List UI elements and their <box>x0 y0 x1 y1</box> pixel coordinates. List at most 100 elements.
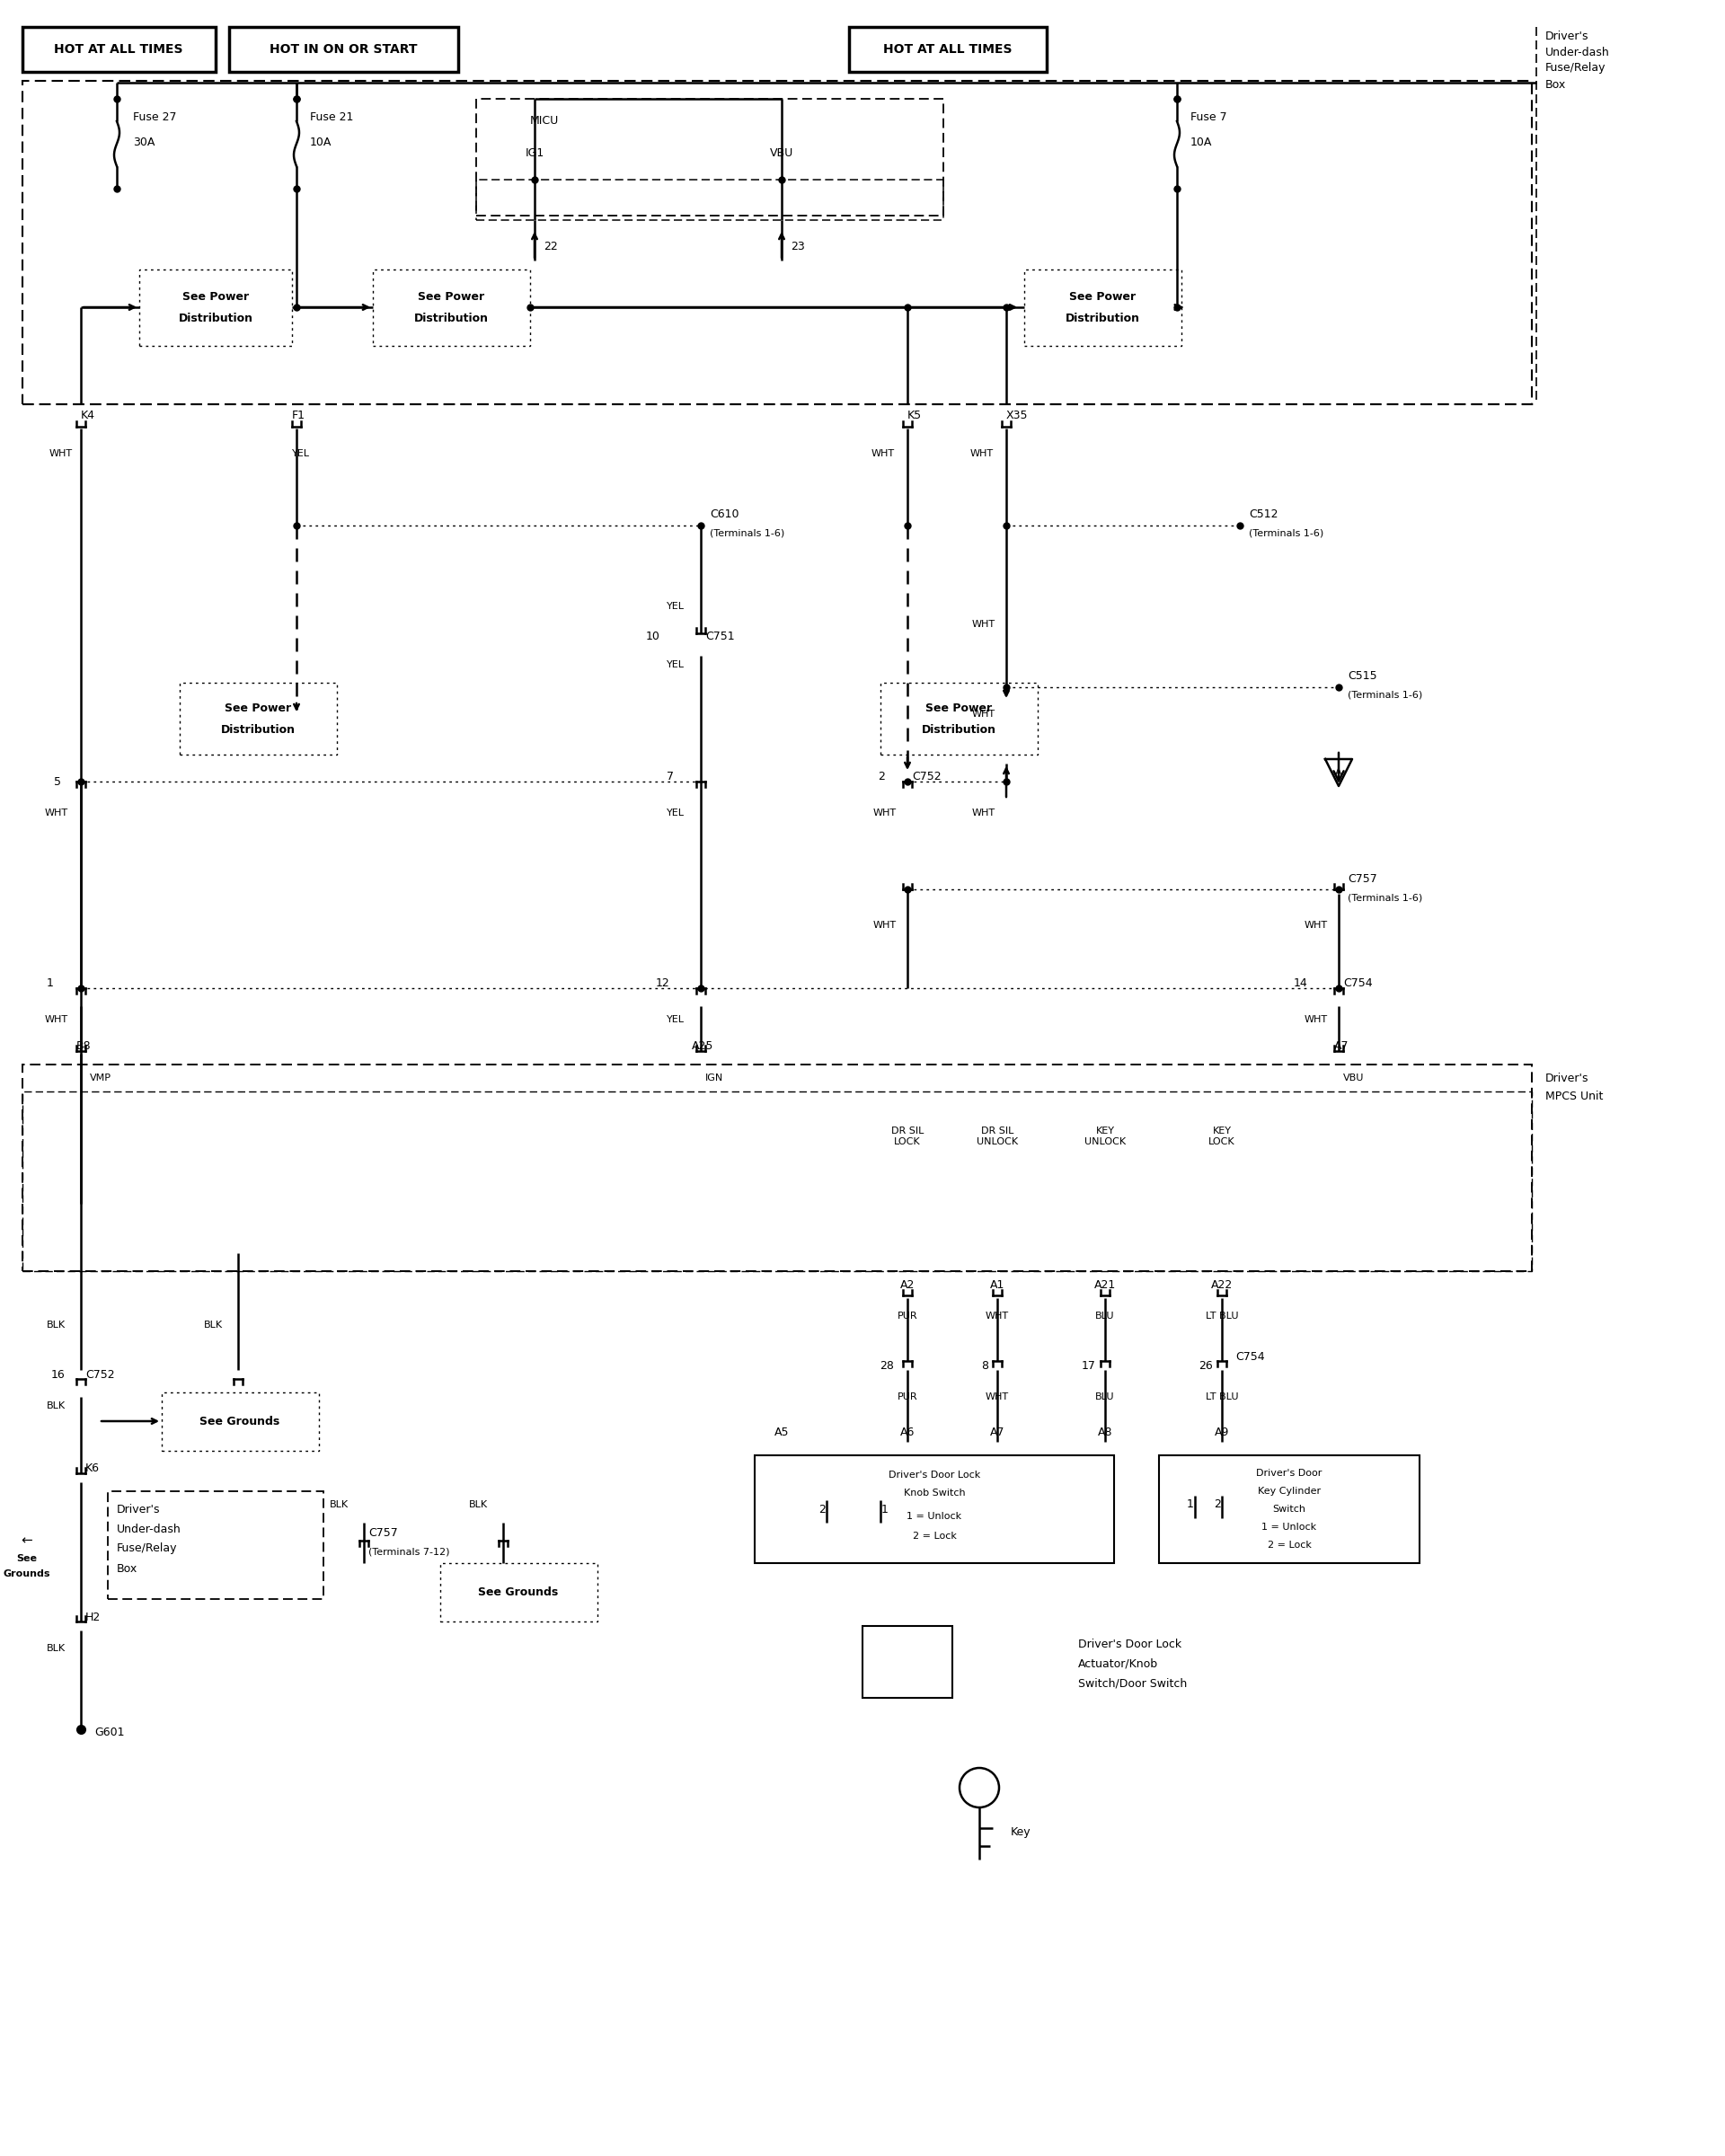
Text: 30A: 30A <box>133 136 155 149</box>
Text: MICU: MICU <box>530 116 559 127</box>
Bar <box>22 80 1532 405</box>
Bar <box>880 683 1038 755</box>
Text: K5: K5 <box>907 410 921 423</box>
Bar <box>476 99 944 216</box>
Text: K6: K6 <box>85 1464 100 1475</box>
Text: (Terminals 1-6): (Terminals 1-6) <box>1347 895 1423 903</box>
Text: A25: A25 <box>692 1041 714 1052</box>
Text: VMP: VMP <box>90 1074 112 1082</box>
Text: Distribution: Distribution <box>414 313 488 326</box>
Text: 28: 28 <box>880 1360 894 1371</box>
Text: Driver's Door: Driver's Door <box>1256 1468 1323 1477</box>
Bar <box>140 270 292 345</box>
Text: Key: Key <box>1011 1826 1032 1839</box>
Text: Box: Box <box>1546 78 1566 91</box>
Text: 26: 26 <box>1199 1360 1213 1371</box>
Text: YEL: YEL <box>666 660 685 668</box>
Text: (Terminals 1-6): (Terminals 1-6) <box>1249 528 1323 537</box>
Bar <box>862 1626 952 1699</box>
Text: 17: 17 <box>1082 1360 1095 1371</box>
Text: A7: A7 <box>990 1427 1004 1438</box>
Text: A7: A7 <box>1333 1041 1349 1052</box>
Text: WHT: WHT <box>45 808 69 817</box>
Bar <box>229 26 459 71</box>
Text: LT BLU: LT BLU <box>1206 1393 1239 1401</box>
Text: WHT: WHT <box>871 448 895 457</box>
Text: MPCS Unit: MPCS Unit <box>1546 1091 1603 1102</box>
Text: A8: A8 <box>1097 1427 1113 1438</box>
Text: WHT: WHT <box>973 621 995 630</box>
Text: Key Cylinder: Key Cylinder <box>1258 1488 1321 1496</box>
Text: 10: 10 <box>647 630 661 642</box>
Text: DR SIL
LOCK: DR SIL LOCK <box>892 1128 925 1147</box>
Text: (Terminals 1-6): (Terminals 1-6) <box>1347 690 1423 699</box>
Text: C754: C754 <box>1344 979 1373 990</box>
Text: 12: 12 <box>656 979 669 990</box>
Text: C754: C754 <box>1235 1350 1264 1363</box>
Text: 8: 8 <box>982 1360 988 1371</box>
Text: WHT: WHT <box>985 1311 1009 1319</box>
Text: G601: G601 <box>95 1727 124 1738</box>
Text: A21: A21 <box>1094 1279 1116 1291</box>
Text: KEY
UNLOCK: KEY UNLOCK <box>1085 1128 1126 1147</box>
Text: WHT: WHT <box>45 1015 69 1024</box>
Text: Under-dash: Under-dash <box>117 1522 181 1535</box>
Text: Switch: Switch <box>1273 1505 1306 1514</box>
Text: LT BLU: LT BLU <box>1206 1311 1239 1319</box>
Text: PUR: PUR <box>897 1311 918 1319</box>
Text: VBU: VBU <box>1344 1074 1364 1082</box>
Text: 1: 1 <box>1187 1498 1194 1511</box>
Text: A: A <box>1335 768 1342 776</box>
Bar <box>849 26 1047 71</box>
Text: 2: 2 <box>878 772 885 783</box>
Text: 2 = Lock: 2 = Lock <box>913 1531 956 1542</box>
Text: Under-dash: Under-dash <box>1546 45 1609 58</box>
Text: Switch/Door Switch: Switch/Door Switch <box>1078 1677 1187 1690</box>
Text: YEL: YEL <box>666 1015 685 1024</box>
Text: BLU: BLU <box>1095 1311 1114 1319</box>
Text: YEL: YEL <box>666 602 685 610</box>
Text: VBU: VBU <box>769 147 794 160</box>
Text: 2 = Lock: 2 = Lock <box>1268 1542 1311 1550</box>
Text: 7: 7 <box>666 772 674 783</box>
Text: K4: K4 <box>81 410 95 423</box>
Bar <box>22 1091 1532 1272</box>
Text: 10A: 10A <box>1190 136 1213 149</box>
Text: BLK: BLK <box>329 1501 348 1509</box>
Bar <box>756 1455 1114 1563</box>
Text: See Power: See Power <box>183 291 248 302</box>
Text: BLU: BLU <box>1095 1393 1114 1401</box>
Text: 1 = Unlock: 1 = Unlock <box>1261 1522 1316 1531</box>
Text: 1: 1 <box>881 1503 888 1516</box>
Text: WHT: WHT <box>50 448 72 457</box>
Text: C752: C752 <box>913 772 942 783</box>
Text: Driver's: Driver's <box>1546 30 1589 41</box>
Text: BLK: BLK <box>47 1319 66 1330</box>
Text: IG1: IG1 <box>524 147 543 160</box>
Text: WHT: WHT <box>985 1393 1009 1401</box>
Bar <box>162 1393 319 1451</box>
Text: A5: A5 <box>775 1427 788 1438</box>
Text: X35: X35 <box>1006 410 1028 423</box>
Text: BLK: BLK <box>47 1401 66 1410</box>
Text: C610: C610 <box>709 509 738 520</box>
Text: Distribution: Distribution <box>1064 313 1140 326</box>
Text: Driver's: Driver's <box>1546 1072 1589 1084</box>
Text: A22: A22 <box>1211 1279 1233 1291</box>
Text: BLK: BLK <box>469 1501 488 1509</box>
Bar <box>440 1563 597 1621</box>
Text: WHT: WHT <box>873 808 897 817</box>
Text: Actuator/Knob: Actuator/Knob <box>1078 1658 1157 1669</box>
Text: C512: C512 <box>1249 509 1278 520</box>
Text: Fuse 7: Fuse 7 <box>1190 110 1226 123</box>
Text: KEY
LOCK: KEY LOCK <box>1209 1128 1235 1147</box>
Text: HOT IN ON OR START: HOT IN ON OR START <box>269 43 417 56</box>
Text: WHT: WHT <box>969 448 994 457</box>
Text: WHT: WHT <box>1304 921 1328 929</box>
Text: 1: 1 <box>47 979 53 990</box>
Text: Driver's: Driver's <box>117 1503 160 1516</box>
Text: 1 = Unlock: 1 = Unlock <box>907 1511 963 1520</box>
Bar <box>179 683 336 755</box>
Text: 2: 2 <box>819 1503 826 1516</box>
Text: (Terminals 7-12): (Terminals 7-12) <box>369 1548 450 1557</box>
